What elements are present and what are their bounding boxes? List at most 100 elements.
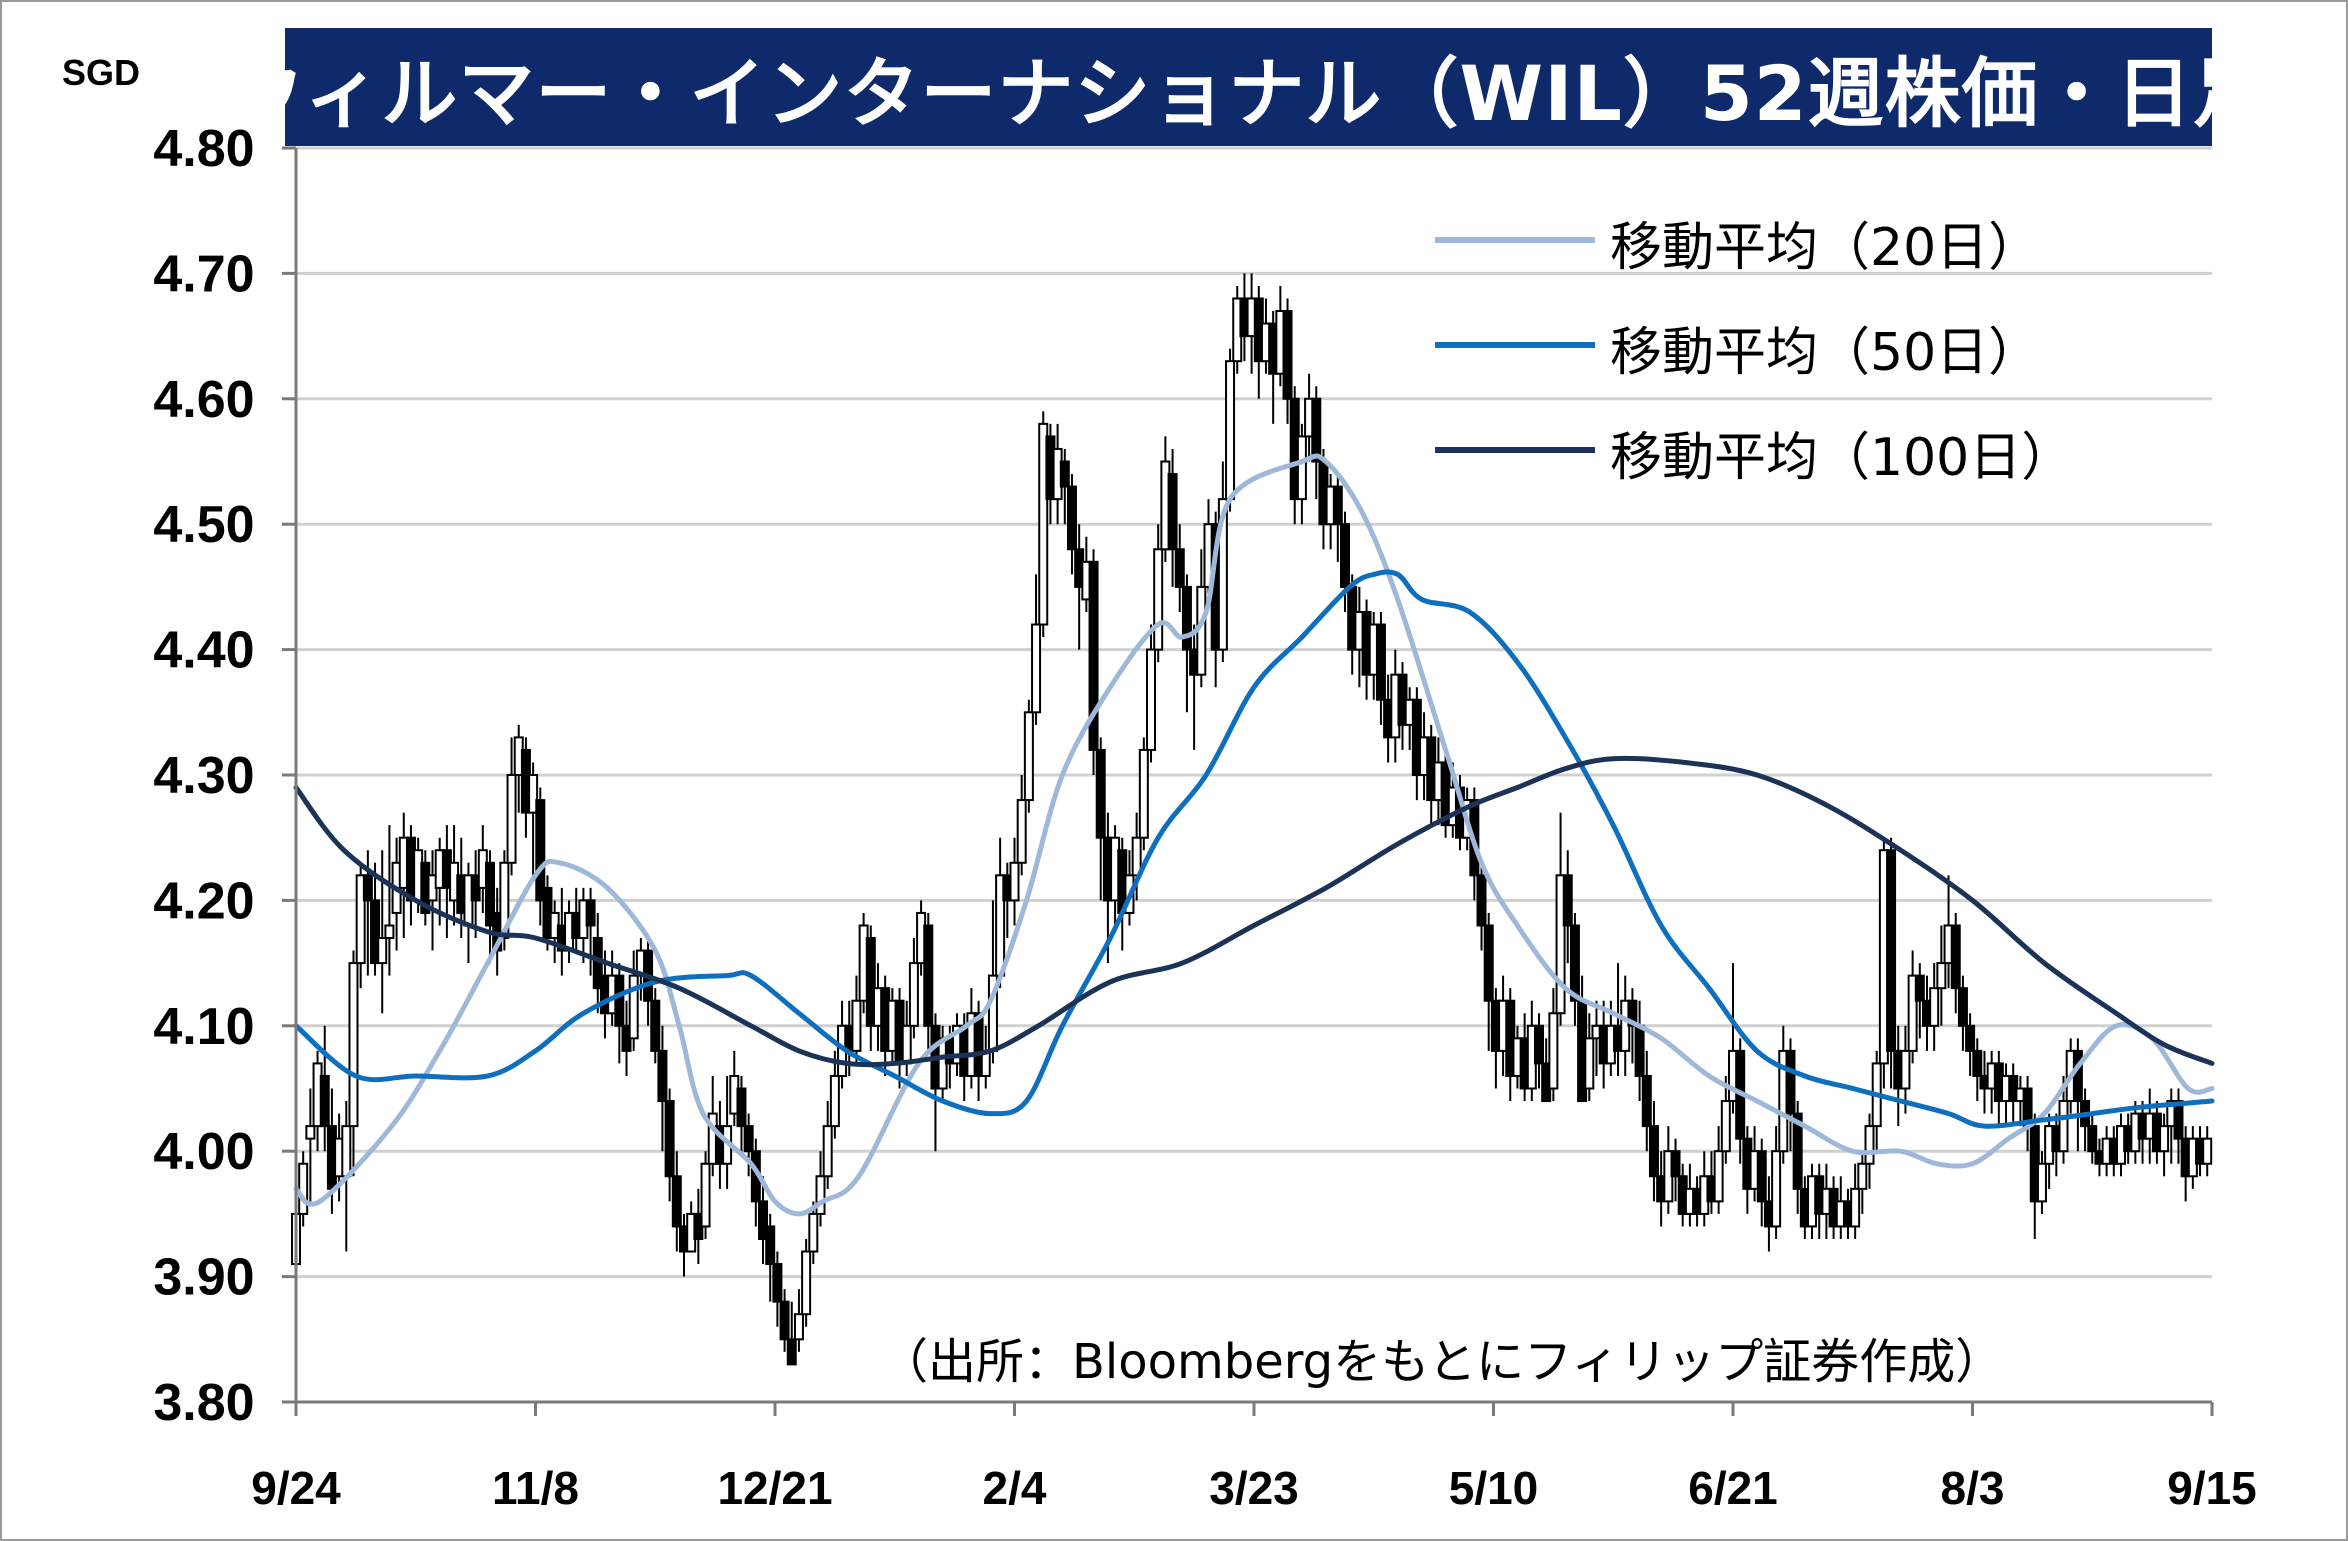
candle [1907, 950, 1918, 1064]
candle-body [1720, 1100, 1731, 1153]
candle-body [1972, 1049, 1983, 1077]
candle-body [1648, 1125, 1659, 1178]
candle [1929, 963, 1940, 1051]
source-note: （出所：Bloombergをもとにフィリップ証券作成） [880, 1334, 2004, 1390]
y-axis-unit: SGD [62, 52, 141, 93]
candle-body [1016, 799, 1027, 864]
legend-label-ma100: 移動平均（100日） [1610, 428, 2074, 488]
candle [1167, 448, 1178, 587]
axes: 3.80 3.90 4.00 4.10 4.20 4.30 4.40 4.50 4.60 4.70… [153, 120, 2256, 1514]
candle [1146, 624, 1157, 763]
candle [908, 938, 919, 1039]
candle-body [1038, 422, 1049, 626]
candle-body [2072, 1049, 2083, 1103]
candle [1225, 348, 1236, 512]
x-tick-label: 9/15 [2167, 1462, 2257, 1514]
candle-body [829, 1074, 840, 1128]
candle-body [801, 1250, 812, 1316]
candle [650, 988, 661, 1064]
y-tick-label: 4.40 [153, 622, 254, 680]
candle-body [1138, 748, 1149, 839]
candle-body [1562, 874, 1573, 927]
y-tick-label: 4.70 [153, 245, 254, 303]
y-tick-label: 4.60 [153, 371, 254, 429]
candle [786, 1301, 797, 1366]
candle [1584, 1013, 1595, 1102]
candle [1138, 737, 1149, 851]
candle [1038, 411, 1049, 638]
candle [1900, 1025, 1911, 1114]
candle-body [1217, 498, 1228, 651]
candle [484, 850, 495, 964]
candle-body [1950, 924, 1961, 990]
candle-body [765, 1225, 776, 1266]
candle [1756, 1138, 1767, 1227]
candle-body [758, 1200, 769, 1240]
candle-body [585, 899, 596, 927]
candle-body [1088, 560, 1099, 751]
x-tick-label: 5/10 [1449, 1462, 1539, 1514]
candle [1569, 912, 1580, 1026]
x-tick-label: 3/23 [1209, 1462, 1299, 1514]
candle [801, 1238, 812, 1327]
candle [585, 887, 596, 976]
x-tick-label: 11/8 [492, 1462, 579, 1514]
legend-label-ma20: 移動平均（20日） [1610, 218, 2041, 278]
candle-body [384, 924, 395, 940]
candle [1476, 862, 1487, 951]
candle-body [305, 1125, 316, 1140]
candle-body [1785, 1049, 1796, 1115]
candle [743, 1113, 754, 1177]
candle [1153, 524, 1164, 663]
candle [1174, 524, 1185, 612]
candle [765, 1213, 776, 1302]
candle-body [628, 974, 639, 1040]
candle-body [377, 937, 388, 965]
candle-body [1864, 1125, 1875, 1165]
candle [1785, 1038, 1796, 1152]
candle-body [736, 1087, 747, 1128]
candle [1562, 850, 1573, 964]
candle [671, 1151, 682, 1252]
candle [370, 862, 381, 976]
candle-body [506, 774, 517, 864]
candle [1332, 474, 1343, 562]
candle [1009, 837, 1020, 926]
candle-body [2202, 1137, 2213, 1165]
ma20-line [293, 453, 2215, 1217]
y-tick-label: 3.80 [153, 1374, 254, 1432]
candle [1713, 1126, 1724, 1214]
candle-body [1023, 711, 1034, 802]
candle-body [779, 1300, 790, 1341]
candle-body [1282, 310, 1293, 400]
candle-body [535, 799, 546, 902]
candle [1627, 988, 1638, 1064]
candle-body [851, 999, 862, 1052]
candle-body [1634, 1024, 1645, 1077]
candle-body [298, 1162, 309, 1215]
candle-body [908, 962, 919, 1027]
candle-body [1756, 1150, 1767, 1203]
candle-body [499, 861, 510, 940]
candle [1311, 386, 1322, 500]
candle-body [1296, 435, 1307, 501]
candle-body [664, 1100, 675, 1178]
candle-body [1914, 974, 1925, 1002]
y-tick-label: 4.00 [153, 1123, 254, 1181]
candle-body [614, 974, 625, 1027]
candle-body [1850, 1187, 1861, 1228]
candle [758, 1176, 769, 1265]
candle [1534, 1013, 1545, 1089]
candle-body [1929, 987, 1940, 1027]
x-tick-label: 8/3 [1941, 1462, 2005, 1514]
x-tick-label: 12/21 [717, 1462, 832, 1514]
title-banner: ウィルマー・インターナショナル（WIL）52週株価・日足 [227, 28, 2269, 146]
candle-body [1153, 548, 1164, 651]
candle [1555, 812, 1566, 1026]
candle [1670, 1138, 1681, 1202]
candle [384, 825, 395, 976]
candle-body [1009, 861, 1020, 902]
candle-body [1713, 1150, 1724, 1203]
candle-body [1886, 849, 1897, 1052]
candle [1066, 474, 1077, 575]
